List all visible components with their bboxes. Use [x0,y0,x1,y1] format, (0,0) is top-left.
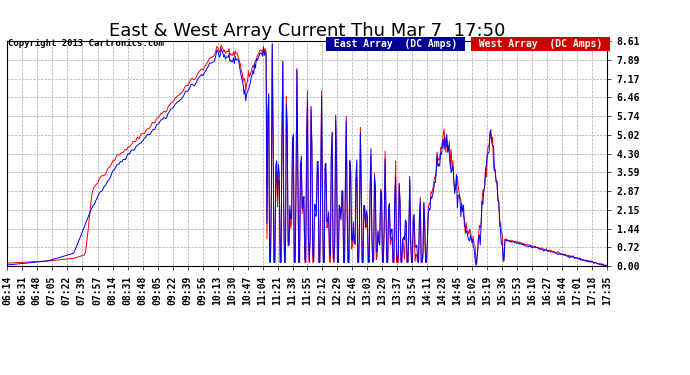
Text: Copyright 2013 Cartronics.com: Copyright 2013 Cartronics.com [8,39,164,48]
Text: West Array  (DC Amps): West Array (DC Amps) [473,39,608,50]
Text: East Array  (DC Amps): East Array (DC Amps) [328,39,463,50]
Title: East & West Array Current Thu Mar 7  17:50: East & West Array Current Thu Mar 7 17:5… [109,22,505,40]
